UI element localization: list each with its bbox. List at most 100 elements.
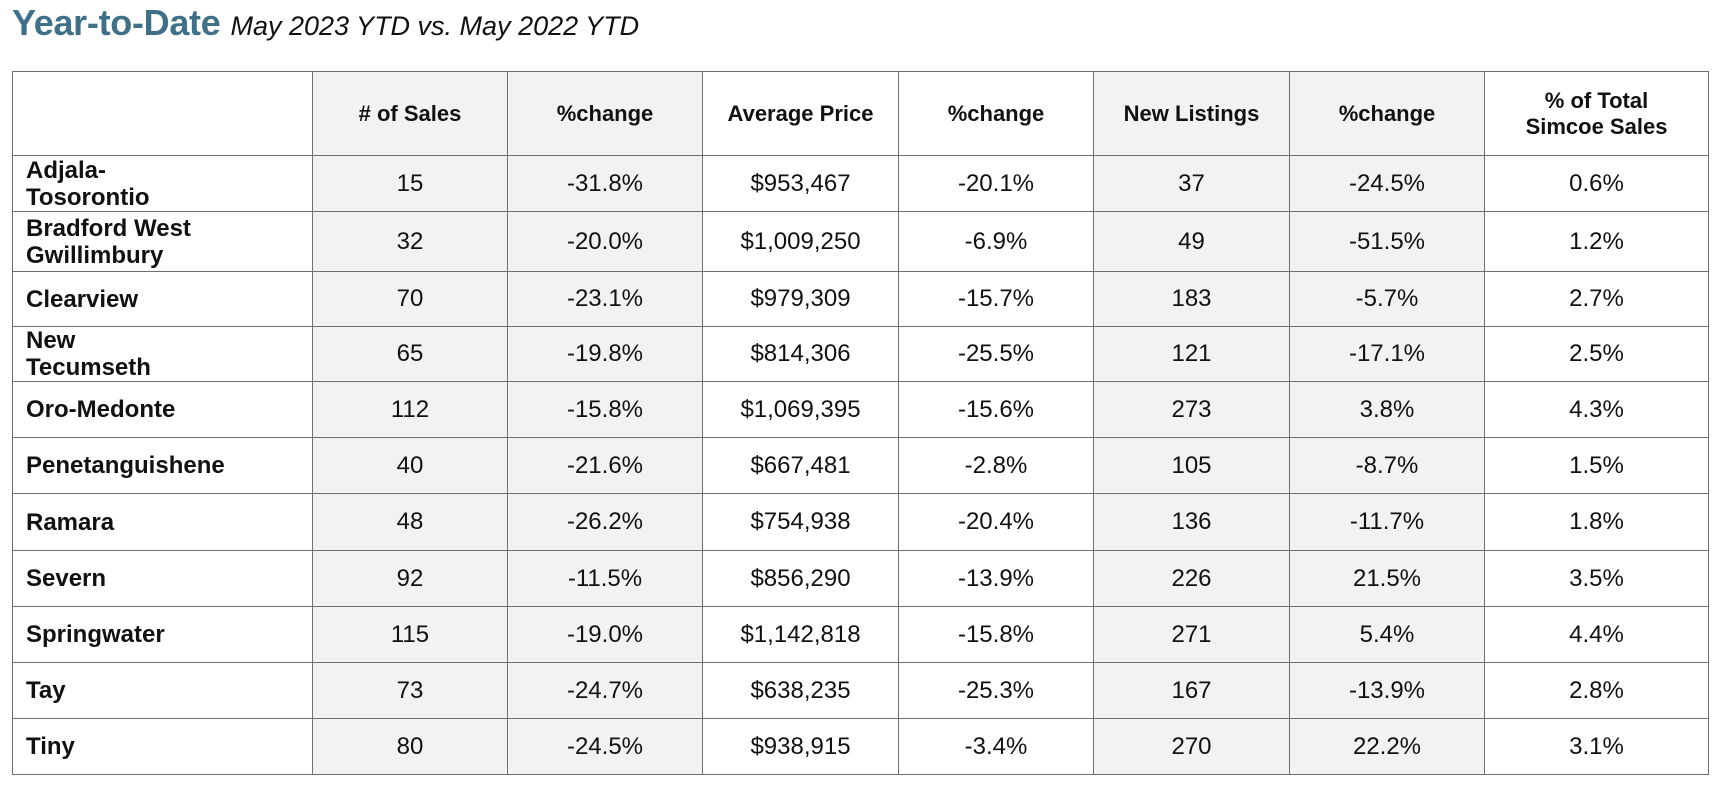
cell-area: Adjala-Tosorontio <box>12 155 313 212</box>
cell-average-price: $856,290 <box>702 550 899 607</box>
cell-average-price: $938,915 <box>702 718 899 775</box>
cell-sales: 70 <box>312 271 508 327</box>
cell-average-price: $754,938 <box>702 493 899 551</box>
cell-sales: 92 <box>312 550 508 607</box>
cell-average-price: $953,467 <box>702 155 899 212</box>
cell-price-change: -3.4% <box>898 718 1094 775</box>
table-row: Ramara 48 -26.2% $754,938 -20.4% 136 -11.7% 1.8… <box>12 493 1709 551</box>
table-row: Oro-Medonte 112 -15.8% $1,069,395 -15.6% 273 3… <box>12 381 1709 438</box>
cell-area: Oro-Medonte <box>12 381 313 438</box>
table-row: Severn 92 -11.5% $856,290 -13.9% 226 21.5% 3.5% <box>12 550 1709 607</box>
cell-listings-change: -24.5% <box>1289 155 1485 212</box>
cell-price-change: -15.6% <box>898 381 1094 438</box>
header-pct-total-label: % of Total Simcoe Sales <box>1525 87 1668 139</box>
cell-area: Penetanguishene <box>12 437 313 494</box>
cell-listings-change: 5.4% <box>1289 606 1485 663</box>
cell-price-change: -13.9% <box>898 550 1094 607</box>
cell-pct-total: 2.5% <box>1484 326 1709 382</box>
cell-pct-total: 2.7% <box>1484 271 1709 327</box>
cell-price-change: -20.4% <box>898 493 1094 551</box>
cell-area: Severn <box>12 550 313 607</box>
header-sales-change: %change <box>507 71 703 156</box>
cell-new-listings: 273 <box>1093 381 1290 438</box>
cell-new-listings: 136 <box>1093 493 1290 551</box>
cell-pct-total: 3.5% <box>1484 550 1709 607</box>
table-body: Adjala-Tosorontio 15 -31.8% $953,467 -20.1% 3… <box>12 155 1709 775</box>
cell-listings-change: 3.8% <box>1289 381 1485 438</box>
header-sales: # of Sales <box>312 71 508 156</box>
cell-sales-change: -24.5% <box>507 718 703 775</box>
cell-price-change: -25.5% <box>898 326 1094 382</box>
cell-listings-change: -17.1% <box>1289 326 1485 382</box>
cell-sales-change: -19.8% <box>507 326 703 382</box>
cell-listings-change: -11.7% <box>1289 493 1485 551</box>
cell-pct-total: 1.2% <box>1484 211 1709 272</box>
cell-pct-total: 0.6% <box>1484 155 1709 212</box>
cell-sales-change: -15.8% <box>507 381 703 438</box>
header-new-listings: New Listings <box>1093 71 1290 156</box>
cell-new-listings: 270 <box>1093 718 1290 775</box>
cell-new-listings: 105 <box>1093 437 1290 494</box>
table-row: Tay 73 -24.7% $638,235 -25.3% 167 -13.9% 2.8% <box>12 662 1709 719</box>
cell-pct-total: 4.4% <box>1484 606 1709 663</box>
cell-new-listings: 167 <box>1093 662 1290 719</box>
cell-sales-change: -20.0% <box>507 211 703 272</box>
cell-pct-total: 2.8% <box>1484 662 1709 719</box>
cell-sales-change: -19.0% <box>507 606 703 663</box>
cell-new-listings: 49 <box>1093 211 1290 272</box>
cell-sales-change: -26.2% <box>507 493 703 551</box>
cell-average-price: $638,235 <box>702 662 899 719</box>
page-subtitle: May 2023 YTD vs. May 2022 YTD <box>230 11 640 41</box>
cell-pct-total: 4.3% <box>1484 381 1709 438</box>
table-row: New Tecumseth 65 -19.8% $814,306 -25.5% 121 -1… <box>12 326 1709 382</box>
cell-area: Tay <box>12 662 313 719</box>
cell-listings-change: 21.5% <box>1289 550 1485 607</box>
cell-price-change: -20.1% <box>898 155 1094 212</box>
cell-new-listings: 121 <box>1093 326 1290 382</box>
cell-average-price: $667,481 <box>702 437 899 494</box>
cell-listings-change: 22.2% <box>1289 718 1485 775</box>
cell-sales: 15 <box>312 155 508 212</box>
cell-area: Tiny <box>12 718 313 775</box>
cell-area: Ramara <box>12 493 313 551</box>
ytd-sales-table: # of Sales %change Average Price %change… <box>12 71 1709 775</box>
cell-area: New Tecumseth <box>12 326 313 382</box>
cell-price-change: -15.7% <box>898 271 1094 327</box>
cell-area: Springwater <box>12 606 313 663</box>
table-header-row: # of Sales %change Average Price %change… <box>12 71 1709 156</box>
cell-sales: 65 <box>312 326 508 382</box>
cell-listings-change: -5.7% <box>1289 271 1485 327</box>
cell-listings-change: -13.9% <box>1289 662 1485 719</box>
cell-average-price: $979,309 <box>702 271 899 327</box>
table-row: Clearview 70 -23.1% $979,309 -15.7% 183 -5.7% 2… <box>12 271 1709 327</box>
header-price-change: %change <box>898 71 1094 156</box>
header-listings-change: %change <box>1289 71 1485 156</box>
cell-pct-total: 1.8% <box>1484 493 1709 551</box>
cell-sales: 40 <box>312 437 508 494</box>
header-pct-total: % of Total Simcoe Sales <box>1484 71 1709 156</box>
cell-new-listings: 183 <box>1093 271 1290 327</box>
cell-price-change: -15.8% <box>898 606 1094 663</box>
cell-average-price: $1,142,818 <box>702 606 899 663</box>
cell-sales: 48 <box>312 493 508 551</box>
cell-area: Bradford West Gwillimbury <box>12 211 313 272</box>
cell-price-change: -6.9% <box>898 211 1094 272</box>
table-row: Adjala-Tosorontio 15 -31.8% $953,467 -20.1% 3… <box>12 155 1709 212</box>
cell-price-change: -25.3% <box>898 662 1094 719</box>
header-area <box>12 71 313 156</box>
cell-sales-change: -11.5% <box>507 550 703 607</box>
cell-new-listings: 271 <box>1093 606 1290 663</box>
table-row: Penetanguishene 40 -21.6% $667,481 -2.8% 105-… <box>12 437 1709 494</box>
page-header: Year-to-Date May 2023 YTD vs. May 2022 Y… <box>12 2 639 52</box>
cell-sales: 80 <box>312 718 508 775</box>
cell-new-listings: 37 <box>1093 155 1290 212</box>
cell-average-price: $1,069,395 <box>702 381 899 438</box>
cell-average-price: $814,306 <box>702 326 899 382</box>
cell-sales-change: -31.8% <box>507 155 703 212</box>
cell-area: Clearview <box>12 271 313 327</box>
table-row: Bradford West Gwillimbury 32 -20.0% $1,009,… <box>12 211 1709 272</box>
cell-listings-change: -51.5% <box>1289 211 1485 272</box>
cell-sales-change: -24.7% <box>507 662 703 719</box>
cell-listings-change: -8.7% <box>1289 437 1485 494</box>
cell-sales-change: -21.6% <box>507 437 703 494</box>
